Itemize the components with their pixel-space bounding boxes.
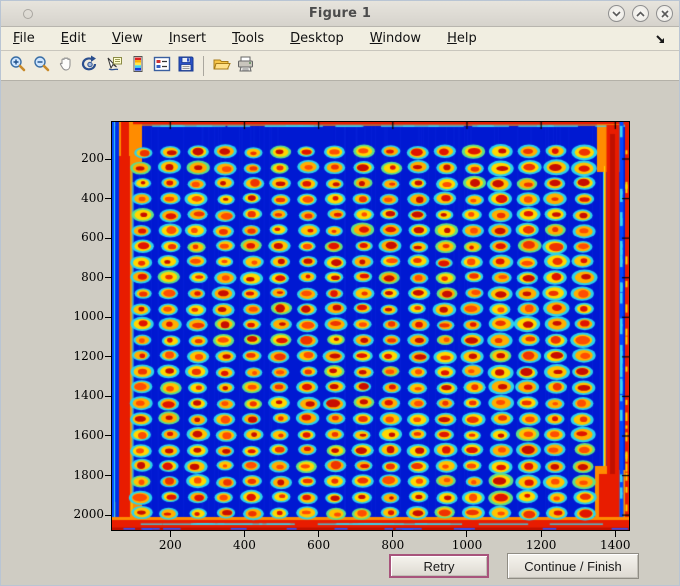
legend-icon — [153, 55, 171, 77]
zoom-in-button[interactable] — [6, 54, 29, 78]
x-axis-label: 1000 — [451, 538, 483, 552]
y-axis-label: 1000 — [73, 309, 104, 324]
colorbar-icon — [129, 55, 147, 77]
title-bar[interactable]: Figure 1 — [1, 1, 679, 27]
y-axis-tick — [105, 395, 111, 397]
menu-bar: File Edit View Insert Tools Desktop Window Help — [1, 27, 679, 51]
zoom-in-icon — [9, 55, 27, 77]
heatmap-image[interactable] — [112, 122, 629, 530]
y-axis-tick — [105, 237, 111, 239]
y-axis-label: 600 — [81, 230, 104, 245]
y-axis-label: 1400 — [73, 388, 104, 403]
x-axis-label: 1400 — [600, 538, 631, 552]
x-axis-label: 400 — [233, 538, 256, 552]
window-menu-icon[interactable] — [23, 9, 33, 19]
y-axis-tick — [105, 514, 111, 516]
save-button[interactable] — [174, 54, 197, 78]
y-axis-label: 200 — [81, 151, 104, 165]
menu-item-edit[interactable]: Edit — [60, 31, 86, 46]
data-cursor-icon — [105, 55, 123, 77]
y-axis-label: 1800 — [73, 467, 104, 482]
maximize-button[interactable] — [632, 5, 649, 22]
x-axis-label: 1200 — [525, 538, 557, 552]
x-axis-tick — [243, 531, 245, 537]
y-axis-tick — [105, 475, 111, 477]
x-axis-tick — [466, 531, 468, 537]
dock-arrow-icon[interactable] — [655, 32, 669, 46]
x-axis-tick — [540, 531, 542, 537]
colorbar-button[interactable] — [126, 54, 149, 78]
close-icon — [660, 9, 669, 18]
figure-toolbar — [1, 51, 679, 81]
chevron-up-icon — [636, 10, 645, 17]
printer-icon — [236, 55, 255, 77]
y-axis-tick — [105, 356, 111, 358]
y-axis-tick — [105, 198, 111, 200]
x-axis-tick — [614, 531, 616, 537]
close-button[interactable] — [656, 5, 673, 22]
menu-item-help[interactable]: Help — [447, 31, 477, 46]
y-axis-tick — [105, 158, 111, 160]
menu-item-window[interactable]: Window — [369, 31, 422, 46]
y-axis-tick — [105, 316, 111, 318]
insert-legend-button[interactable] — [150, 54, 173, 78]
y-axis-label: 1200 — [73, 348, 104, 363]
print-button[interactable] — [234, 54, 257, 78]
menu-item-desktop[interactable]: Desktop — [290, 31, 344, 46]
y-axis-label: 400 — [81, 190, 104, 205]
rotate-3d-button[interactable] — [78, 54, 101, 78]
rotate-3d-icon — [81, 55, 99, 77]
x-axis-label: 600 — [307, 538, 331, 552]
continue-finish-button[interactable]: Continue / Finish — [507, 553, 639, 579]
y-axis-label: 2000 — [73, 507, 104, 522]
save-icon — [177, 55, 195, 77]
open-file-button[interactable] — [210, 54, 233, 78]
x-axis-tick — [392, 531, 394, 537]
minimize-button[interactable] — [608, 5, 625, 22]
menu-item-view[interactable]: View — [111, 31, 143, 46]
data-cursor-button[interactable] — [102, 54, 125, 78]
chevron-down-icon — [612, 10, 621, 17]
y-axis-label: 800 — [81, 269, 104, 284]
zoom-out-icon — [33, 55, 51, 77]
axes: 200 400 600 800 1000 1200 1400 1600 1800 2000 200 4… — [73, 121, 631, 552]
x-axis-tick — [318, 531, 320, 537]
y-axis-tick — [105, 277, 111, 279]
open-folder-icon — [212, 55, 231, 77]
menu-item-insert[interactable]: Insert — [168, 31, 207, 46]
window-title: Figure 1 — [308, 6, 372, 21]
retry-button[interactable]: Retry — [389, 554, 489, 578]
toolbar-separator — [203, 55, 204, 76]
x-axis-label: 800 — [381, 538, 405, 552]
pan-button[interactable] — [54, 54, 77, 78]
menu-item-file[interactable]: File — [13, 31, 35, 46]
y-axis-tick — [105, 435, 111, 437]
x-axis-tick — [169, 531, 171, 537]
zoom-out-button[interactable] — [30, 54, 53, 78]
x-axis-label: 200 — [158, 538, 182, 552]
pan-hand-icon — [57, 55, 75, 77]
figure-content: 200 400 600 800 1000 1200 1400 1600 1800 2000 200 4… — [1, 81, 679, 585]
y-axis-label: 1600 — [73, 427, 104, 442]
menu-item-tools[interactable]: Tools — [232, 31, 265, 46]
